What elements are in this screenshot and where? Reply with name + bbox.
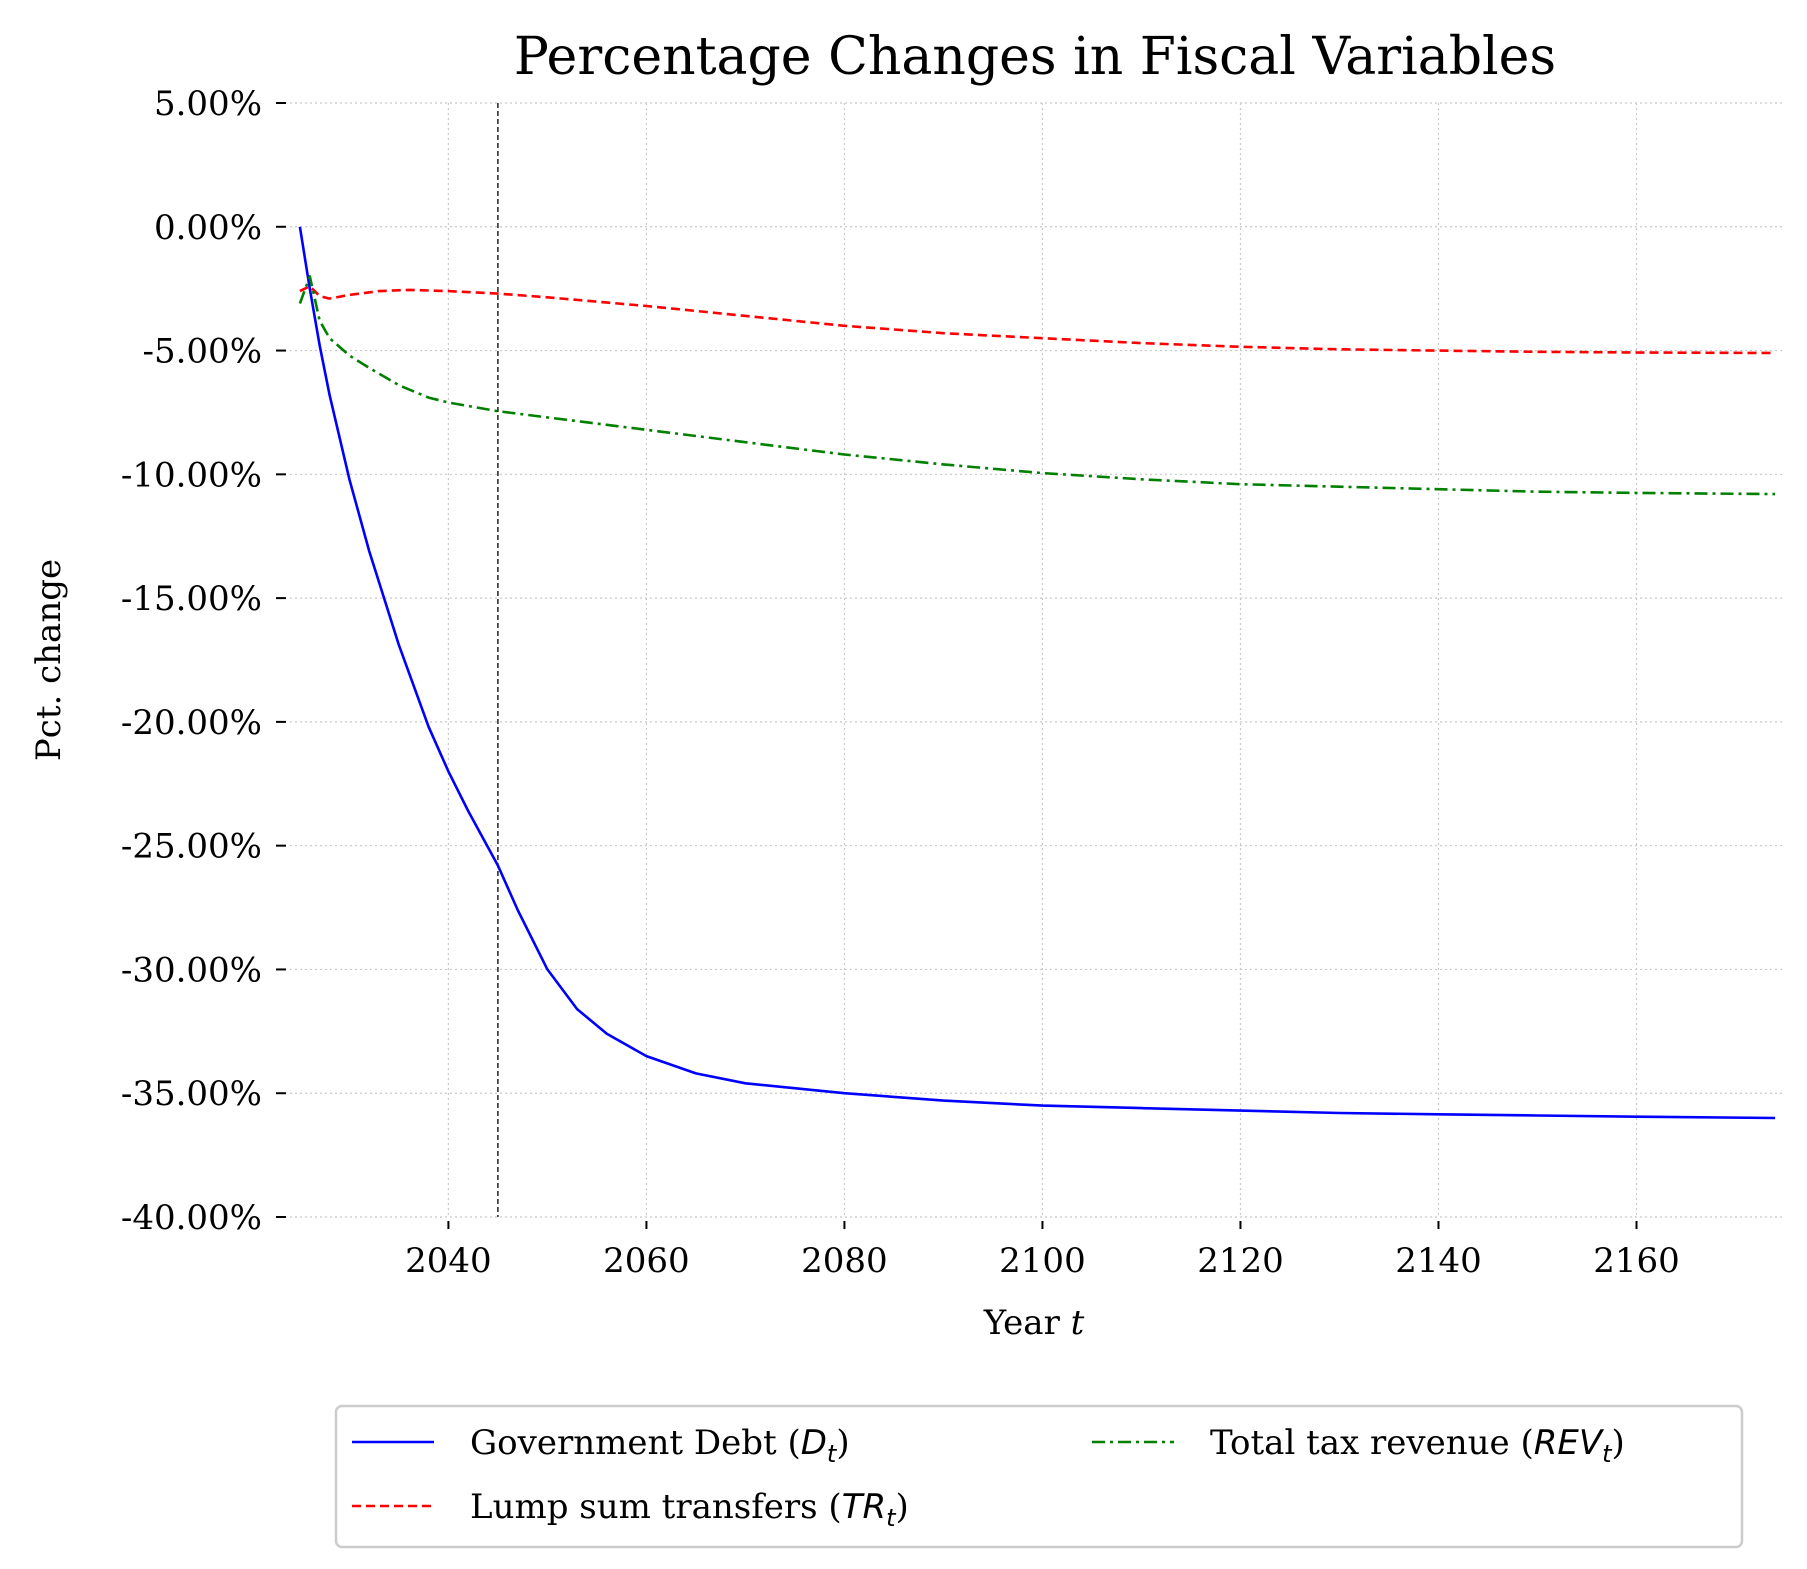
legend-label-close-0: ) [836, 1423, 849, 1463]
grid [290, 102, 1785, 1218]
x-tick-label-2060: 2060 [603, 1241, 690, 1281]
y-tick-label-3: -10.00% [121, 455, 262, 495]
legend-label-close-2: ) [1612, 1423, 1625, 1463]
legend-label-main-2: Total tax revenue ( [1210, 1423, 1534, 1463]
y-tick-label-7: -30.00% [121, 950, 262, 990]
y-tick-label-2: -5.00% [143, 332, 263, 372]
x-tick-label-2120: 2120 [1197, 1241, 1284, 1281]
legend-label-symbol-0: D [801, 1423, 827, 1463]
x-tick-label-2160: 2160 [1593, 1241, 1680, 1281]
y-axis-ticks: 5.00% 0.00% -5.00% -10.00% -15.00% -20.00% -25… [121, 84, 286, 1238]
y-tick-label-8: -35.00% [121, 1074, 262, 1114]
legend-label-subscript-0: t [827, 1440, 838, 1468]
x-axis-label-text: Year [983, 1303, 1071, 1343]
x-axis-label-symbol: t [1071, 1303, 1085, 1343]
y-axis-label: Pct. change [29, 559, 69, 761]
y-tick-label-4: -15.00% [121, 579, 262, 619]
legend-frame [334, 1404, 1744, 1549]
legend-label-1: Lump sum transfers (TRt) [470, 1487, 909, 1532]
x-tick-label-2140: 2140 [1395, 1241, 1482, 1281]
legend-label-2: Total tax revenue (REVt) [1210, 1423, 1625, 1468]
x-tick-label-2100: 2100 [999, 1241, 1086, 1281]
legend-label-main-1: Lump sum transfers ( [470, 1487, 842, 1527]
series-line-1 [299, 284, 1776, 355]
x-tick-label-2080: 2080 [801, 1241, 888, 1281]
y-tick-label-1: 0.00% [154, 208, 262, 248]
y-tick-label-5: -20.00% [121, 703, 262, 743]
x-tick-label-2040: 2040 [405, 1241, 492, 1281]
y-tick-label-0: 5.00% [154, 84, 262, 124]
legend-label-subscript-1: t [886, 1504, 897, 1532]
series-layer [298, 226, 1776, 1120]
legend-label-main-0: Government Debt ( [470, 1423, 801, 1463]
y-tick-label-9: -40.00% [121, 1198, 262, 1238]
y-tick-label-6: -25.00% [121, 827, 262, 867]
legend-label-0: Government Debt (Dt) [470, 1423, 850, 1468]
legend-label-symbol-2: REV [1534, 1423, 1605, 1463]
series-line-2 [298, 275, 1776, 496]
legend-label-subscript-2: t [1602, 1440, 1613, 1468]
series-line-0 [298, 226, 1776, 1120]
legend: Government Debt (Dt)Lump sum transfers (… [334, 1404, 1744, 1549]
x-axis-ticks: 2040 2060 2080 2100 2120 2140 2160 [405, 1221, 1680, 1281]
chart-title: Percentage Changes in Fiscal Variables [514, 27, 1556, 87]
legend-label-symbol-1: TR [842, 1487, 886, 1527]
x-axis-label: Year t [983, 1303, 1085, 1343]
legend-label-close-1: ) [896, 1487, 909, 1527]
